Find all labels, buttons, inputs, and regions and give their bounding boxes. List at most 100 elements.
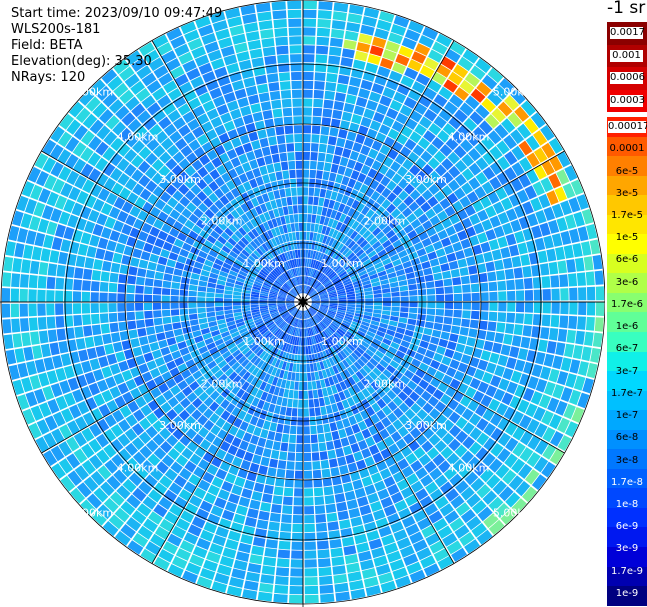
backscatter-gate [460, 486, 475, 501]
backscatter-gate [379, 322, 388, 329]
backscatter-gate [337, 352, 345, 361]
backscatter-gate [413, 331, 423, 340]
backscatter-gate [232, 220, 242, 230]
backscatter-gate [326, 208, 333, 218]
backscatter-gate [308, 318, 313, 327]
backscatter-gate [312, 250, 317, 259]
backscatter-gate [177, 255, 187, 264]
backscatter-gate [448, 260, 459, 270]
backscatter-gate [330, 29, 345, 39]
backscatter-gate [193, 261, 204, 270]
backscatter-gate [380, 496, 393, 509]
backscatter-gate [197, 291, 206, 297]
backscatter-gate [19, 303, 28, 317]
backscatter-gate [203, 197, 214, 208]
backscatter-gate [240, 203, 250, 213]
backscatter-gate [105, 115, 120, 130]
backscatter-gate [301, 337, 303, 346]
backscatter-gate [63, 226, 75, 240]
backscatter-gate [253, 263, 262, 271]
backscatter-gate [259, 371, 267, 381]
backscatter-gate [169, 227, 180, 238]
backscatter-gate [247, 352, 256, 361]
backscatter-gate [193, 466, 206, 479]
backscatter-gate [219, 327, 229, 334]
colorbar-tick-label: 6e-5 [615, 165, 639, 177]
backscatter-gate [262, 174, 271, 184]
backscatter-gate [231, 437, 242, 448]
backscatter-gate [154, 325, 164, 334]
backscatter-gate [189, 495, 203, 508]
backscatter-gate [137, 268, 147, 277]
backscatter-gate [246, 471, 257, 482]
backscatter-gate [249, 462, 260, 473]
backscatter-gate [303, 214, 308, 223]
backscatter-gate [275, 329, 283, 338]
backscatter-gate [228, 223, 238, 233]
backscatter-gate [91, 510, 107, 526]
backscatter-gate [217, 75, 231, 87]
backscatter-gate [198, 62, 213, 75]
backscatter-gate [322, 235, 328, 244]
backscatter-gate [433, 518, 448, 532]
backscatter-gate [328, 376, 335, 386]
backscatter-gate [349, 122, 360, 133]
backscatter-gate [550, 275, 560, 288]
backscatter-gate [120, 501, 136, 516]
backscatter-gate [393, 369, 403, 380]
backscatter-gate [305, 310, 310, 319]
backscatter-gate [398, 507, 412, 520]
backscatter-gate [358, 343, 367, 352]
backscatter-gate [290, 223, 296, 232]
backscatter-gate [498, 291, 507, 301]
backscatter-gate [135, 285, 144, 294]
backscatter-gate [298, 222, 303, 231]
backscatter-gate [356, 302, 365, 305]
backscatter-gate [299, 276, 301, 285]
backscatter-gate [204, 161, 216, 173]
backscatter-gate [143, 242, 154, 253]
backscatter-gate [103, 444, 117, 458]
backscatter-gate [179, 308, 189, 315]
backscatter-gate [290, 416, 297, 426]
backscatter-gate [253, 346, 262, 355]
backscatter-gate [463, 345, 474, 356]
backscatter-gate [215, 448, 227, 460]
backscatter-gate [182, 353, 193, 363]
backscatter-gate [305, 346, 309, 355]
backscatter-gate [295, 277, 299, 286]
backscatter-gate [367, 492, 380, 504]
backscatter-gate [207, 484, 220, 496]
backscatter-gate [118, 321, 128, 332]
backscatter-gate [289, 381, 295, 390]
backscatter-gate [120, 524, 136, 539]
backscatter-gate [243, 580, 259, 591]
backscatter-gate [426, 447, 440, 460]
backscatter-gate [547, 397, 560, 413]
backscatter-gate [159, 475, 173, 489]
backscatter-gate [549, 448, 564, 465]
backscatter-gate [300, 310, 303, 319]
range-ring-label: 4.00km [117, 131, 159, 144]
backscatter-gate [312, 461, 321, 470]
backscatter-gate [517, 399, 530, 414]
backscatter-gate [331, 475, 342, 486]
backscatter-gate [289, 36, 302, 45]
backscatter-gate [377, 488, 390, 500]
backscatter-gate [61, 408, 74, 423]
backscatter-gate [453, 293, 463, 302]
backscatter-gate [220, 112, 232, 124]
backscatter-gate [270, 336, 277, 345]
backscatter-gate [90, 303, 99, 314]
backscatter-gate [206, 464, 219, 476]
backscatter-gate [279, 331, 286, 340]
backscatter-gate [307, 249, 311, 259]
backscatter-gate [289, 259, 294, 269]
backscatter-gate [285, 271, 291, 279]
backscatter-gate [408, 20, 424, 34]
backscatter-gate [50, 383, 63, 398]
backscatter-gate [376, 387, 386, 398]
backscatter-gate [444, 348, 455, 359]
backscatter-gate [144, 318, 154, 327]
backscatter-gate [522, 387, 535, 402]
